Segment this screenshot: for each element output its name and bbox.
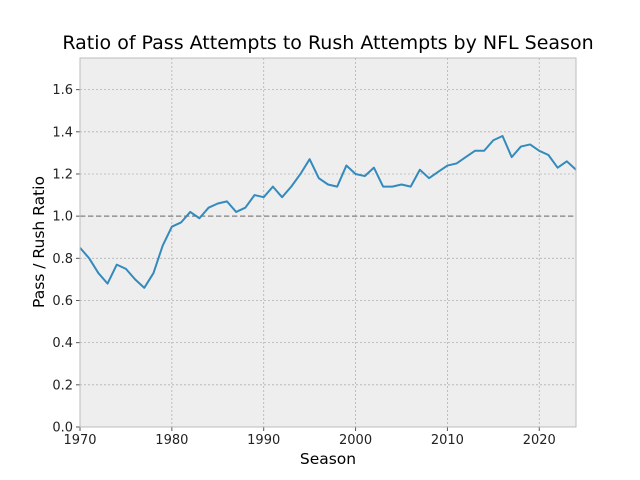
y-axis: 0.0 0.2 0.4 0.6 0.8 1.0 1.2 1.4 1.6 bbox=[52, 83, 80, 436]
x-tick-label: 1990 bbox=[247, 433, 280, 448]
y-tick-label: 1.2 bbox=[52, 167, 73, 182]
y-tick-label: 0.4 bbox=[52, 336, 73, 351]
x-tick-label: 2000 bbox=[339, 433, 372, 448]
y-axis-label: Pass / Rush Ratio bbox=[30, 176, 48, 308]
y-tick-label: 0.6 bbox=[52, 294, 73, 309]
y-tick-label: 1.0 bbox=[52, 210, 73, 225]
plot-area bbox=[80, 58, 576, 427]
y-tick-label: 0.0 bbox=[52, 421, 73, 436]
y-tick-label: 0.2 bbox=[52, 378, 73, 393]
chart-title: Ratio of Pass Attempts to Rush Attempts … bbox=[62, 32, 593, 54]
y-tick-label: 1.6 bbox=[52, 83, 73, 98]
plot-frame bbox=[79, 57, 577, 428]
x-tick-label: 2010 bbox=[431, 433, 464, 448]
y-tick-label: 1.4 bbox=[52, 125, 73, 140]
x-tick-label: 1970 bbox=[63, 433, 96, 448]
series-line bbox=[79, 135, 577, 289]
x-axis: 1970 1980 1990 2000 2010 2020 bbox=[63, 427, 556, 448]
x-axis-label: Season bbox=[300, 450, 356, 468]
y-tick-label: 0.8 bbox=[52, 252, 73, 267]
x-tick-label: 2020 bbox=[523, 433, 556, 448]
x-tick-label: 1980 bbox=[155, 433, 188, 448]
